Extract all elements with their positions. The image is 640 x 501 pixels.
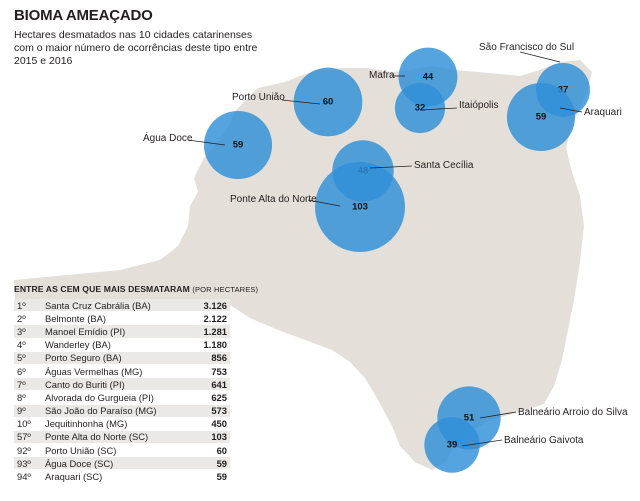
bubble-porto-uniao xyxy=(293,67,363,137)
rank-position: 5º xyxy=(14,351,42,365)
hectares-value: 103 xyxy=(192,430,230,445)
table-row: 1º Santa Cruz Cabrália (BA) 3.126 xyxy=(14,299,230,313)
table-row: 7º Canto do Buriti (PI) 641 xyxy=(14,377,230,392)
hectares-value: 59 xyxy=(192,469,230,484)
table-row: 6º Águas Vermelhas (MG) 753 xyxy=(14,364,230,379)
bubble-value-mafra: 44 xyxy=(423,72,434,83)
rank-position: 7º xyxy=(14,377,42,392)
ranking-title: ENTRE AS CEM QUE MAIS DESMATARAM (POR HE… xyxy=(14,284,258,299)
ranking-panel: ENTRE AS CEM QUE MAIS DESMATARAM (POR HE… xyxy=(14,284,258,484)
page-subtitle: Hectares desmatados nas 10 cidades catar… xyxy=(14,29,258,67)
bubble-itaiopolis xyxy=(394,82,446,134)
hectares-value: 59 xyxy=(192,456,230,471)
ranking-unit: (POR HECTARES) xyxy=(192,285,259,294)
rank-position: 3º xyxy=(14,324,42,339)
state-shape xyxy=(14,60,592,470)
bubble-value-balneario-gaivota: 39 xyxy=(447,440,458,451)
rank-position: 1º xyxy=(14,299,42,313)
bubble-balneario-gaivota xyxy=(424,417,480,473)
hectares-value: 753 xyxy=(192,364,230,379)
hectares-value: 625 xyxy=(192,390,230,405)
leader-line-balneario-arroio-do-silva xyxy=(479,411,517,419)
table-row: 94º Araquari (SC) 59 xyxy=(14,469,230,484)
hectares-value: 2.122 xyxy=(192,311,230,326)
city-label-balneario-gaivota: Balneário Gaivota xyxy=(504,435,584,446)
table-row: 4º Wanderley (BA) 1.180 xyxy=(14,338,230,352)
hectares-value: 856 xyxy=(192,351,230,365)
ranking-table: 1º Santa Cruz Cabrália (BA) 3.126 2º Belmont… xyxy=(14,299,230,484)
city-label-mafra: Mafra xyxy=(369,70,395,81)
city-name: Canto do Buriti (PI) xyxy=(42,377,193,392)
rank-position: 93º xyxy=(14,456,42,471)
rank-position: 9º xyxy=(14,404,42,418)
leader-line-porto-uniao xyxy=(281,99,321,105)
leader-line-balneario-gaivota xyxy=(461,439,503,447)
city-name: Porto Seguro (BA) xyxy=(42,351,193,365)
rank-position: 8º xyxy=(14,390,42,405)
table-row: 5º Porto Seguro (BA) 856 xyxy=(14,351,230,365)
city-name: Alvorada do Gurgueia (PI) xyxy=(42,390,193,405)
city-name: Ponte Alta do Norte (SC) xyxy=(42,430,193,445)
city-label-araquari: Araquari xyxy=(584,107,622,118)
city-name: Santa Cruz Cabrália (BA) xyxy=(42,299,193,313)
rank-position: 57º xyxy=(14,430,42,445)
city-name: Manoel Emídio (PI) xyxy=(42,324,193,339)
city-name: Jequitinhonha (MG) xyxy=(42,417,193,431)
hectares-value: 3.126 xyxy=(192,299,230,313)
city-label-santa-cecilia: Santa Cecília xyxy=(414,160,474,171)
rank-position: 94º xyxy=(14,469,42,484)
bubble-value-ponte-alta-do-norte: 103 xyxy=(352,202,368,213)
bubble-value-araquari: 59 xyxy=(536,112,547,123)
bubble-value-sao-francisco-do-sul: 37 xyxy=(558,85,569,96)
table-row: 10º Jequitinhonha (MG) 450 xyxy=(14,417,230,431)
city-label-ponte-alta-do-norte: Ponte Alta do Norte xyxy=(230,194,317,205)
city-name: Wanderley (BA) xyxy=(42,338,193,352)
rank-position: 4º xyxy=(14,338,42,352)
city-label-balneario-arroio-do-silva: Balneário Arroio do Silva xyxy=(518,407,628,418)
city-label-sao-francisco-do-sul: São Francisco do Sul xyxy=(479,42,574,53)
city-name: Água Doce (SC) xyxy=(42,456,193,471)
bubble-araquari xyxy=(506,82,576,152)
city-label-agua-doce: Água Doce xyxy=(143,131,193,144)
page-title: BIOMA AMEAÇADO xyxy=(14,7,153,24)
leader-line-itaiopolis xyxy=(419,107,458,111)
leader-line-ponte-alta-do-norte xyxy=(307,199,341,207)
city-name: Águas Vermelhas (MG) xyxy=(42,364,193,379)
table-row: 2º Belmonte (BA) 2.122 xyxy=(14,311,230,326)
bubble-value-balneario-arroio-do-silva: 51 xyxy=(464,413,475,424)
city-name: Araquari (SC) xyxy=(42,469,193,484)
hectares-value: 1.180 xyxy=(192,338,230,352)
table-row: 8º Alvorada do Gurgueia (PI) 625 xyxy=(14,390,230,405)
hectares-value: 1.281 xyxy=(192,324,230,339)
table-row: 93º Água Doce (SC) 59 xyxy=(14,456,230,471)
table-row: 92º Porto União (SC) 60 xyxy=(14,443,230,458)
city-label-porto-uniao: Porto União xyxy=(232,92,285,103)
bubble-agua-doce xyxy=(203,110,273,180)
hectares-value: 641 xyxy=(192,377,230,392)
leader-line-santa-cecilia xyxy=(369,165,413,169)
bubble-ponte-alta-do-norte xyxy=(315,162,405,252)
table-row: 9º São João do Paraíso (MG) 573 xyxy=(14,404,230,418)
leader-line-sao-francisco-do-sul xyxy=(519,51,561,63)
rank-position: 6º xyxy=(14,364,42,379)
table-row: 3º Manoel Emídio (PI) 1.281 xyxy=(14,324,230,339)
rank-position: 10º xyxy=(14,417,42,431)
bubble-value-itaiopolis: 32 xyxy=(415,103,426,114)
table-row: 57º Ponte Alta do Norte (SC) 103 xyxy=(14,430,230,445)
leader-line-araquari xyxy=(559,107,583,113)
city-label-itaiopolis: Itaiópolis xyxy=(459,100,498,111)
hectares-value: 450 xyxy=(192,417,230,431)
bubble-value-porto-uniao: 60 xyxy=(323,97,334,108)
city-name: São João do Paraíso (MG) xyxy=(42,404,193,418)
city-name: Belmonte (BA) xyxy=(42,311,193,326)
city-name: Porto União (SC) xyxy=(42,443,193,458)
hectares-value: 573 xyxy=(192,404,230,418)
leader-line-agua-doce xyxy=(187,139,226,146)
rank-position: 2º xyxy=(14,311,42,326)
bubble-value-agua-doce: 59 xyxy=(233,140,244,151)
ranking-title-text: ENTRE AS CEM QUE MAIS DESMATARAM xyxy=(14,284,190,294)
rank-position: 92º xyxy=(14,443,42,458)
hectares-value: 60 xyxy=(192,443,230,458)
